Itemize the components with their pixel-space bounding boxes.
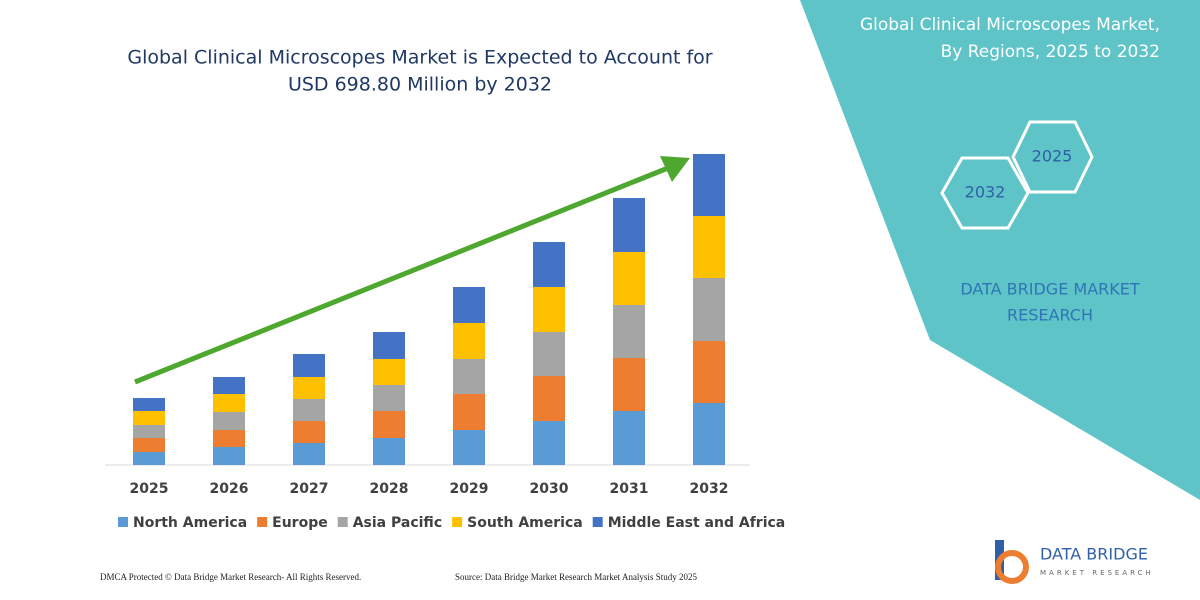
bar-segment bbox=[613, 411, 645, 465]
bar-segment bbox=[453, 430, 485, 465]
bar-segment bbox=[693, 341, 725, 403]
bar-segment bbox=[693, 216, 725, 278]
legend-swatch bbox=[257, 517, 268, 527]
hexagon-label: 2025 bbox=[1032, 147, 1073, 166]
chart-title: Global Clinical Microscopes Market is Ex… bbox=[127, 47, 712, 69]
x-tick-label: 2031 bbox=[610, 481, 649, 497]
teal-panel bbox=[800, 0, 1200, 500]
bar-segment bbox=[133, 425, 165, 438]
bar-segment bbox=[453, 287, 485, 323]
bar-segment bbox=[373, 385, 405, 411]
bar-segment bbox=[213, 377, 245, 394]
bar-segment bbox=[293, 421, 325, 443]
bar-segment bbox=[133, 398, 165, 411]
bar-segment bbox=[533, 376, 565, 421]
trend-arrowhead bbox=[660, 156, 690, 182]
bar-segment bbox=[213, 412, 245, 430]
bar-segment bbox=[213, 430, 245, 447]
footer-left: DMCA Protected © Data Bridge Market Rese… bbox=[100, 572, 361, 582]
legend-swatch bbox=[337, 517, 348, 527]
legend-swatch bbox=[592, 517, 603, 527]
legend-label: Asia Pacific bbox=[353, 515, 442, 531]
x-tick-label: 2030 bbox=[530, 481, 569, 497]
legend-label: South America bbox=[467, 515, 583, 531]
bar-segment bbox=[373, 411, 405, 438]
bar-segment bbox=[293, 443, 325, 465]
logo-bowl bbox=[995, 550, 1029, 584]
logo-tagline: MARKET RESEARCH bbox=[1040, 569, 1154, 577]
bar-segment bbox=[613, 305, 645, 358]
bar-segment bbox=[453, 359, 485, 394]
legend-swatch bbox=[118, 517, 128, 527]
x-tick-label: 2027 bbox=[290, 481, 329, 497]
panel-title: Global Clinical Microscopes Market, bbox=[860, 15, 1160, 35]
bar-segment bbox=[453, 323, 485, 359]
bar-segment bbox=[213, 394, 245, 412]
hexagon bbox=[940, 156, 1030, 230]
logo-mark bbox=[995, 540, 1029, 584]
bar-segment bbox=[613, 198, 645, 252]
bar-segment bbox=[133, 452, 165, 465]
chart-title: USD 698.80 Million by 2032 bbox=[288, 74, 552, 96]
bar-segment bbox=[693, 278, 725, 341]
bar-segment bbox=[293, 354, 325, 377]
bar-segment bbox=[613, 358, 645, 411]
legend-label: North America bbox=[133, 515, 247, 531]
hexagon-label: 2032 bbox=[965, 183, 1006, 202]
bar-segment bbox=[693, 403, 725, 465]
x-tick-label: 2026 bbox=[210, 481, 249, 497]
x-tick-label: 2032 bbox=[690, 481, 729, 497]
bar-segment bbox=[533, 242, 565, 287]
bar-segment bbox=[533, 287, 565, 332]
x-tick-label: 2025 bbox=[130, 481, 169, 497]
footer-right: Source: Data Bridge Market Research Mark… bbox=[455, 572, 697, 582]
bar-segment bbox=[693, 154, 725, 216]
bar-segment bbox=[613, 252, 645, 305]
bar-segment bbox=[133, 411, 165, 425]
panel-title: By Regions, 2025 to 2032 bbox=[941, 42, 1160, 62]
legend-label: Middle East and Africa bbox=[608, 515, 786, 531]
x-tick-label: 2029 bbox=[450, 481, 489, 497]
brand-text: DATA BRIDGE MARKET bbox=[960, 280, 1140, 299]
legend-label: Europe bbox=[272, 515, 328, 531]
hexagon bbox=[1011, 120, 1094, 194]
bar-segment bbox=[373, 359, 405, 385]
x-tick-label: 2028 bbox=[370, 481, 409, 497]
bar-segment bbox=[533, 421, 565, 465]
bar-segment bbox=[533, 332, 565, 376]
bar-segment bbox=[293, 377, 325, 399]
bar-segment bbox=[453, 394, 485, 430]
logo-name: DATA BRIDGE bbox=[1040, 545, 1148, 564]
bar-segment bbox=[293, 399, 325, 421]
legend-swatch bbox=[452, 517, 463, 527]
trend-arrow bbox=[134, 165, 669, 385]
brand-text: RESEARCH bbox=[1007, 306, 1093, 325]
bar-segment bbox=[213, 447, 245, 465]
bar-segment bbox=[133, 438, 165, 452]
bar-segment bbox=[373, 438, 405, 465]
bar-segment bbox=[373, 332, 405, 359]
